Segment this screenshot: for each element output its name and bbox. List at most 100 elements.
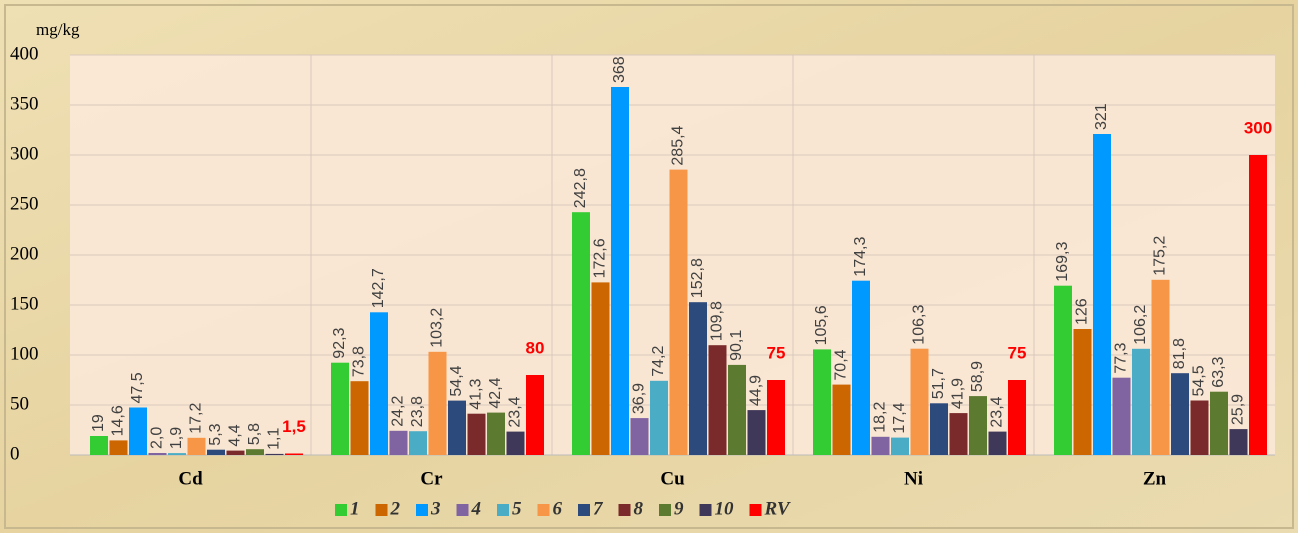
bar (148, 453, 167, 455)
legend-label: 8 (634, 498, 644, 519)
bar (1190, 400, 1209, 455)
bar (168, 453, 186, 455)
legend-swatch (416, 504, 428, 516)
legend-label: 7 (593, 498, 604, 519)
value-label: 169,3 (1054, 242, 1071, 282)
bar (285, 453, 303, 455)
value-label: 1,9 (168, 427, 185, 449)
bar (246, 449, 264, 455)
value-label: 92,3 (331, 327, 348, 358)
value-label: 24,2 (390, 396, 407, 427)
value-label: 285,4 (670, 125, 687, 165)
value-label: 18,2 (872, 402, 889, 433)
value-label: 368 (611, 56, 628, 83)
value-label: 321 (1093, 103, 1110, 130)
value-label: 19 (90, 414, 107, 432)
value-label: 81,8 (1171, 338, 1188, 369)
bar (969, 396, 987, 455)
bar (689, 302, 707, 455)
value-label: 17,4 (891, 402, 908, 433)
bar (669, 169, 688, 455)
value-label: 172,6 (592, 238, 609, 278)
bar (187, 437, 206, 455)
x-tick-label: Cd (178, 468, 203, 489)
bar (370, 312, 388, 455)
legend-label: 2 (390, 498, 401, 519)
value-label: 63,3 (1210, 356, 1227, 387)
value-label: 142,7 (370, 268, 387, 308)
value-label: 106,2 (1132, 305, 1149, 345)
bar (708, 345, 727, 455)
value-label: 174,3 (852, 237, 869, 277)
legend-label: RV (764, 498, 791, 519)
x-tick-label: Zn (1143, 468, 1167, 489)
bar (448, 400, 466, 455)
legend-swatch (659, 504, 671, 516)
legend-swatch (375, 504, 388, 516)
legend-swatch (699, 504, 712, 516)
bar (1112, 377, 1131, 455)
bar (331, 362, 349, 455)
bar (1008, 380, 1026, 455)
value-label: 36,9 (631, 383, 648, 414)
value-label: 42,4 (487, 377, 504, 408)
bar (1073, 329, 1092, 455)
bar (1132, 348, 1150, 455)
value-label: 1,1 (266, 428, 283, 450)
legend-swatch (749, 504, 762, 516)
legend-label: 10 (715, 498, 735, 519)
y-tick-label: 250 (10, 193, 39, 214)
legend-label: 5 (512, 498, 522, 519)
bar (767, 380, 785, 455)
bar (1249, 155, 1267, 455)
value-label: 23,4 (507, 396, 524, 427)
y-tick-label: 0 (10, 443, 20, 464)
bar (930, 403, 948, 455)
y-tick-label: 300 (10, 143, 39, 164)
legend-label: 3 (430, 498, 441, 519)
value-label: 152,8 (689, 258, 706, 298)
bar (506, 431, 525, 455)
x-tick-label: Cr (420, 468, 443, 489)
bar (1093, 134, 1111, 455)
value-label: 103,2 (429, 308, 446, 348)
bar (988, 431, 1007, 455)
legend-label: 4 (471, 498, 482, 519)
bar (265, 453, 284, 455)
value-label: 77,3 (1113, 342, 1130, 373)
frame (4, 4, 1294, 529)
bar (226, 450, 245, 455)
bar (910, 348, 929, 455)
bar (428, 351, 447, 455)
value-label: 23,4 (989, 396, 1006, 427)
value-label: 126 (1074, 298, 1091, 325)
value-label: 109,8 (709, 301, 726, 341)
y-tick-label: 100 (10, 343, 39, 364)
bar (813, 349, 831, 455)
y-tick-label: 200 (10, 243, 39, 264)
value-label: 105,6 (813, 305, 830, 345)
bar (832, 384, 851, 455)
value-label: 106,3 (911, 305, 928, 345)
value-label: 25,9 (1230, 394, 1247, 425)
x-tick-label: Cu (660, 468, 685, 489)
value-label: 2,0 (149, 427, 166, 449)
y-axis-label: mg/kg (36, 20, 80, 39)
bar (611, 87, 629, 455)
value-label: 47,5 (129, 372, 146, 403)
legend-swatch (456, 504, 469, 516)
value-label: 75 (1008, 343, 1027, 362)
bar (1054, 285, 1072, 455)
value-label: 80 (526, 338, 545, 357)
value-label: 90,1 (728, 330, 745, 361)
bar (487, 412, 505, 455)
legend-swatch (578, 504, 590, 516)
bar (591, 282, 610, 455)
legend-swatch (335, 504, 347, 516)
y-tick-label: 50 (10, 393, 29, 414)
legend-swatch (618, 504, 631, 516)
value-label: 70,4 (833, 349, 850, 380)
value-label: 4,4 (227, 424, 244, 446)
legend-label: 9 (674, 498, 684, 519)
